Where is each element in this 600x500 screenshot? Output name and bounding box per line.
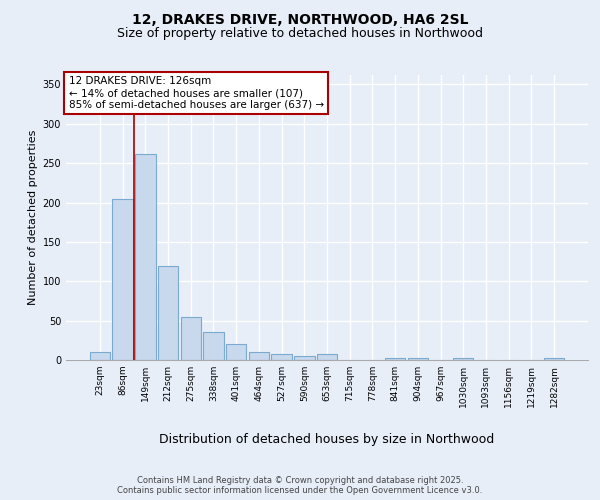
Bar bbox=[203, 332, 224, 360]
Bar bbox=[135, 154, 155, 360]
Bar bbox=[544, 358, 564, 360]
Text: Distribution of detached houses by size in Northwood: Distribution of detached houses by size … bbox=[160, 432, 494, 446]
Bar bbox=[407, 358, 428, 360]
Bar bbox=[90, 352, 110, 360]
Bar bbox=[385, 358, 406, 360]
Text: 12 DRAKES DRIVE: 126sqm
← 14% of detached houses are smaller (107)
85% of semi-d: 12 DRAKES DRIVE: 126sqm ← 14% of detache… bbox=[68, 76, 324, 110]
Bar bbox=[226, 344, 247, 360]
Bar bbox=[181, 316, 201, 360]
Y-axis label: Number of detached properties: Number of detached properties bbox=[28, 130, 38, 305]
Text: Contains HM Land Registry data © Crown copyright and database right 2025.
Contai: Contains HM Land Registry data © Crown c… bbox=[118, 476, 482, 495]
Bar bbox=[317, 354, 337, 360]
Bar bbox=[453, 358, 473, 360]
Text: 12, DRAKES DRIVE, NORTHWOOD, HA6 2SL: 12, DRAKES DRIVE, NORTHWOOD, HA6 2SL bbox=[132, 12, 468, 26]
Bar bbox=[158, 266, 178, 360]
Bar bbox=[294, 356, 314, 360]
Text: Size of property relative to detached houses in Northwood: Size of property relative to detached ho… bbox=[117, 28, 483, 40]
Bar bbox=[271, 354, 292, 360]
Bar bbox=[248, 352, 269, 360]
Bar bbox=[112, 198, 133, 360]
